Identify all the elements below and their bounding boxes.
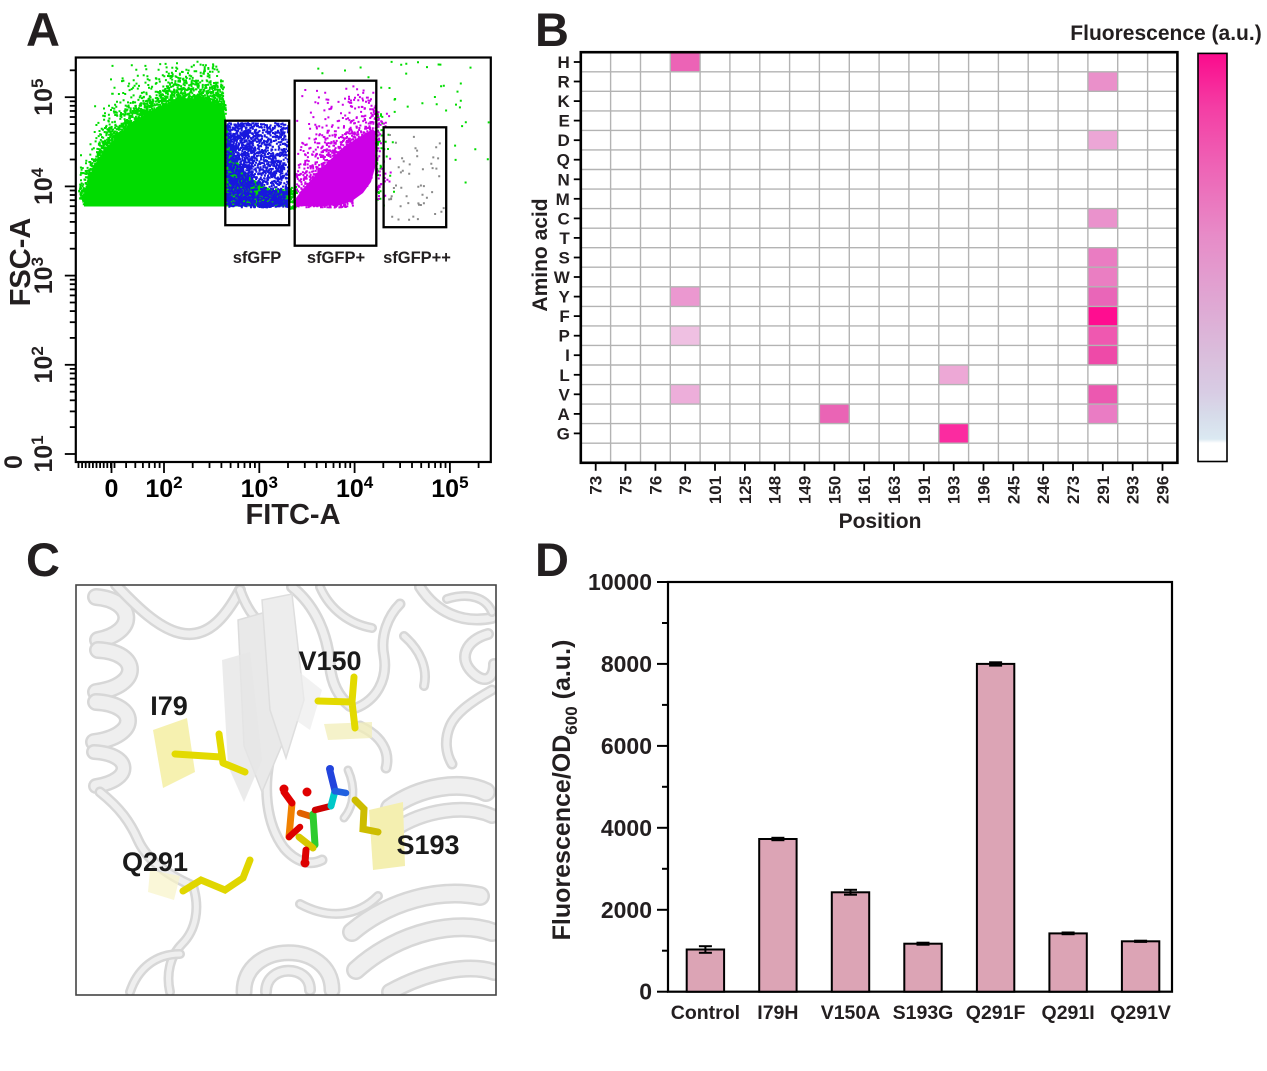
svg-text:G: G	[557, 424, 570, 443]
svg-text:104: 104	[28, 167, 58, 205]
svg-text:sfGFP+: sfGFP+	[307, 249, 365, 267]
svg-text:105: 105	[431, 473, 468, 503]
svg-text:Q291V: Q291V	[1110, 1002, 1171, 1024]
svg-text:273: 273	[1064, 476, 1083, 504]
svg-text:8000: 8000	[601, 651, 652, 677]
svg-text:2000: 2000	[601, 897, 652, 923]
svg-text:P: P	[558, 327, 569, 346]
svg-text:10000: 10000	[588, 569, 652, 595]
svg-text:Y: Y	[558, 288, 570, 307]
svg-text:I79: I79	[150, 691, 188, 721]
svg-text:sfGFP: sfGFP	[233, 249, 282, 267]
svg-text:S193: S193	[396, 830, 459, 860]
svg-text:V150A: V150A	[821, 1002, 881, 1024]
svg-text:102: 102	[28, 346, 58, 383]
svg-text:163: 163	[885, 476, 904, 504]
svg-text:105: 105	[28, 79, 58, 116]
svg-text:Q291F: Q291F	[966, 1002, 1026, 1024]
svg-text:L: L	[559, 366, 569, 385]
svg-text:C: C	[558, 209, 570, 228]
svg-text:I: I	[565, 346, 570, 365]
svg-text:125: 125	[736, 476, 755, 504]
svg-text:101: 101	[28, 435, 58, 472]
svg-text:291: 291	[1094, 476, 1113, 504]
svg-text:N: N	[558, 170, 570, 189]
svg-text:104: 104	[336, 473, 374, 503]
svg-text:Amino acid: Amino acid	[530, 198, 552, 311]
svg-text:Position: Position	[839, 510, 922, 533]
svg-text:FITC-A: FITC-A	[245, 499, 340, 531]
svg-text:245: 245	[1004, 476, 1023, 504]
svg-text:Q291: Q291	[122, 847, 188, 877]
svg-text:V150: V150	[298, 646, 361, 676]
svg-text:149: 149	[796, 476, 815, 504]
svg-text:V: V	[558, 385, 570, 404]
svg-text:79: 79	[676, 476, 695, 495]
svg-text:R: R	[558, 73, 570, 92]
svg-text:sfGFP++: sfGFP++	[383, 249, 451, 267]
svg-text:Q: Q	[557, 151, 570, 170]
svg-text:T: T	[559, 229, 570, 248]
svg-text:161: 161	[855, 476, 874, 504]
svg-text:M: M	[556, 190, 570, 209]
svg-text:6000: 6000	[601, 733, 652, 759]
svg-text:D: D	[558, 131, 570, 150]
svg-text:Fluorescence (a.u.): Fluorescence (a.u.)	[1070, 22, 1261, 45]
svg-text:0: 0	[105, 475, 119, 503]
svg-text:150: 150	[825, 476, 844, 504]
svg-text:193: 193	[945, 476, 964, 504]
svg-text:Q291I: Q291I	[1042, 1002, 1095, 1024]
svg-text:S: S	[558, 249, 569, 268]
svg-text:I79H: I79H	[757, 1002, 798, 1024]
svg-text:4000: 4000	[601, 815, 652, 841]
svg-text:0: 0	[639, 979, 652, 1005]
svg-text:A: A	[558, 405, 570, 424]
svg-text:Fluorescence/OD600 (a.u.): Fluorescence/OD600 (a.u.)	[548, 640, 581, 941]
svg-text:W: W	[554, 268, 571, 287]
svg-text:E: E	[558, 112, 569, 131]
svg-text:FSC-A: FSC-A	[5, 218, 37, 307]
svg-text:196: 196	[975, 476, 994, 504]
svg-text:296: 296	[1154, 476, 1173, 504]
svg-text:293: 293	[1124, 476, 1143, 504]
svg-text:148: 148	[766, 476, 785, 504]
svg-text:F: F	[559, 307, 569, 326]
svg-text:S193G: S193G	[893, 1002, 954, 1024]
svg-text:76: 76	[646, 476, 665, 495]
svg-text:H: H	[558, 53, 570, 72]
svg-text:Control: Control	[671, 1002, 740, 1024]
svg-text:73: 73	[587, 476, 606, 495]
svg-text:246: 246	[1034, 476, 1053, 504]
svg-text:0: 0	[0, 455, 28, 469]
svg-text:101: 101	[706, 476, 725, 504]
svg-text:K: K	[558, 92, 571, 111]
svg-text:191: 191	[915, 476, 934, 504]
svg-text:102: 102	[145, 473, 182, 503]
svg-text:75: 75	[617, 476, 636, 495]
